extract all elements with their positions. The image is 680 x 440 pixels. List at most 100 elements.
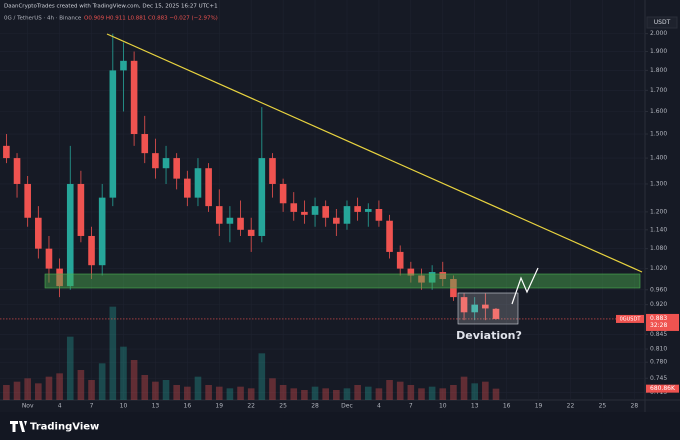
- symbol-line: 0G / TetherUS · 4h · Binance: [4, 16, 82, 22]
- footer: [0, 412, 680, 440]
- candle-body: [247, 229, 255, 236]
- x-tick-label: 4: [58, 403, 62, 410]
- last-price-box: [646, 313, 679, 331]
- volume-bar: [152, 381, 159, 400]
- y-tick-label: 1.500: [650, 131, 667, 138]
- candle-body: [130, 60, 138, 135]
- candle-body: [364, 208, 372, 212]
- volume-bar: [450, 385, 457, 400]
- candle-body: [109, 70, 117, 198]
- x-tick-label: Nov: [22, 403, 34, 410]
- candle-body: [66, 183, 74, 287]
- volume-bar: [3, 385, 10, 400]
- volume-bar: [428, 386, 436, 400]
- x-tick-label: 28: [631, 403, 639, 410]
- volume-bar: [269, 378, 276, 400]
- volume-bar: [290, 388, 298, 400]
- x-tick-label: 4: [377, 403, 381, 410]
- logo-text: TradingView: [30, 422, 99, 433]
- y-tick-label: 0.810: [650, 346, 667, 353]
- volume-label-box: [646, 384, 679, 393]
- y-tick-label: 0.745: [650, 375, 667, 382]
- candle-body: [258, 158, 266, 236]
- volume-bar: [162, 380, 170, 400]
- volume-bar: [215, 386, 223, 400]
- candle-body: [120, 60, 127, 71]
- volume-bar: [301, 390, 308, 400]
- candle-body: [237, 217, 244, 230]
- candle-body: [482, 304, 489, 309]
- volume-bar: [396, 381, 404, 400]
- x-tick-label: 16: [184, 403, 192, 410]
- volume-bar: [98, 363, 106, 400]
- x-tick-label: 19: [215, 403, 223, 410]
- candle-body: [386, 220, 393, 252]
- y-tick-label: 1.080: [650, 245, 667, 252]
- logo: TradingView: [10, 421, 99, 433]
- logo-icon: [10, 421, 27, 432]
- candle-body: [418, 275, 425, 283]
- volume-bar: [35, 383, 42, 400]
- candle-body: [226, 217, 234, 224]
- y-tick-label: 1.700: [650, 87, 667, 94]
- x-tick-label: 13: [471, 403, 479, 410]
- candle-body: [162, 158, 170, 169]
- volume-bar: [130, 360, 138, 400]
- volume-bar: [482, 381, 489, 400]
- volume-bar: [24, 378, 31, 400]
- candle-body: [13, 158, 21, 184]
- drawings: Deviation?: [44, 33, 643, 342]
- candle-body: [460, 297, 468, 313]
- candle-body: [311, 206, 319, 215]
- x-tick-label: 10: [439, 403, 447, 410]
- y-tick-label: 1.020: [650, 265, 667, 272]
- volume-bar: [194, 376, 202, 400]
- volume-bar: [471, 383, 479, 400]
- trendline: [106, 33, 643, 273]
- volume-bar: [322, 388, 329, 400]
- candle-body: [24, 183, 31, 218]
- volume-bar: [56, 373, 63, 400]
- candle-body: [428, 272, 436, 283]
- volume-bar: [184, 386, 191, 400]
- candle-body: [215, 206, 223, 224]
- x-tick-label: 22: [247, 403, 255, 410]
- y-tick-label: 0.780: [650, 359, 667, 366]
- candle-body: [269, 158, 276, 184]
- volume-bar: [120, 346, 127, 400]
- volume-bar: [354, 385, 361, 400]
- y-tick-label: 1.200: [650, 208, 667, 215]
- countdown-label: 32:28: [650, 322, 667, 329]
- candle-body: [407, 268, 415, 276]
- ohlc-line: O0.909 H0.911 L0.881 C0.883 −0.027 (−2.9…: [84, 16, 218, 22]
- volume-bar: [375, 388, 383, 400]
- candle-body: [88, 235, 95, 266]
- candle-body: [343, 206, 351, 224]
- candle-body: [194, 168, 202, 198]
- volume-bar: [109, 306, 117, 400]
- volume-bar: [237, 386, 244, 400]
- volume-bar: [45, 376, 53, 400]
- x-tick-label: 25: [279, 403, 287, 410]
- last-price-label: 0.883: [650, 315, 667, 322]
- y-tick-label: 1.140: [650, 226, 667, 233]
- y-tick-label: 0.845: [650, 331, 667, 338]
- candle-body: [141, 134, 149, 154]
- candle-body: [56, 268, 63, 287]
- candle-body: [354, 206, 361, 212]
- candle-body: [205, 168, 212, 207]
- candle-body: [375, 208, 383, 221]
- x-tick-label: 28: [311, 403, 319, 410]
- volume-bar: [88, 380, 95, 400]
- volume-bar: [386, 380, 393, 400]
- x-tick-label: 7: [409, 403, 413, 410]
- x-tick-label: Dec: [341, 403, 353, 410]
- deviation-box: [457, 292, 519, 325]
- candle-body: [279, 183, 287, 204]
- volume-bar: [247, 388, 255, 400]
- volume-bar: [343, 388, 351, 400]
- candle-body: [301, 211, 308, 215]
- candle-body: [184, 178, 191, 198]
